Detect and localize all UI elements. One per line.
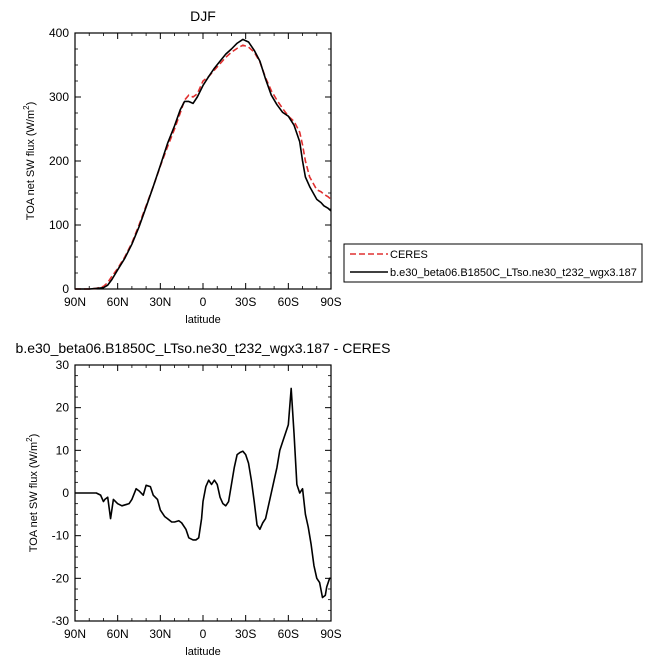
y-axis-label: TOA net SW flux (W/m2) (25, 434, 40, 553)
chart-title: b.e30_beta06.B1850C_LTso.ne30_t232_wgx3.… (16, 340, 391, 356)
y-axis-label-main: TOA net SW flux (W/m (28, 442, 40, 552)
x-tick-label: 90N (64, 295, 86, 309)
y-axis-label-tail: ) (25, 102, 37, 106)
x-axis-label: latitude (185, 646, 220, 658)
y-tick-label: 30 (56, 358, 70, 372)
y-axis-label-superscript: 2 (22, 105, 31, 110)
x-tick-label: 90N (64, 627, 86, 641)
x-tick-label: 0 (200, 627, 207, 641)
x-axis-label: latitude (185, 314, 220, 326)
y-tick-label: 10 (56, 443, 70, 457)
series-line-0 (75, 44, 332, 290)
y-axis-label: TOA net SW flux (W/m2) (22, 102, 37, 221)
series-line-0 (75, 387, 331, 599)
chart-title: DJF (190, 8, 216, 24)
y-axis-label-superscript: 2 (25, 437, 34, 442)
x-tick-label: 60S (278, 295, 299, 309)
y-tick-label: 200 (49, 154, 69, 168)
y-tick-label: 0 (62, 486, 69, 500)
y-tick-label: -10 (52, 529, 70, 543)
plot-frame (74, 32, 332, 290)
series-line-1 (75, 38, 332, 290)
y-tick-label: 100 (49, 218, 69, 232)
legend-label-0: CERES (390, 249, 428, 261)
y-tick-label: 400 (49, 26, 69, 40)
legend-box (343, 243, 643, 283)
x-tick-label: 60N (107, 627, 129, 641)
y-axis-label-main: TOA net SW flux (W/m (25, 110, 37, 220)
x-tick-label: 30N (149, 295, 171, 309)
x-tick-label: 60N (107, 295, 129, 309)
legend: CERES b.e30_beta06.B1850C_LTso.ne30_t232_… (343, 243, 643, 283)
y-axis-label-tail: ) (28, 434, 40, 438)
y-tick-label: 20 (56, 401, 70, 415)
x-tick-label: 90S (320, 627, 341, 641)
y-tick-label: 300 (49, 90, 69, 104)
x-tick-label: 90S (320, 295, 341, 309)
x-tick-label: 30S (235, 627, 256, 641)
y-tick-label: -20 (52, 571, 70, 585)
panel-bottom: b.e30_beta06.B1850C_LTso.ne30_t232_wgx3.… (16, 340, 391, 658)
legend-label-1: b.e30_beta06.B1850C_LTso.ne30_t232_wgx3.… (390, 267, 637, 279)
y-tick-label: -30 (52, 614, 70, 628)
x-tick-label: 30S (235, 295, 256, 309)
x-tick-label: 60S (278, 627, 299, 641)
x-tick-label: 0 (200, 295, 207, 309)
y-tick-label: 0 (62, 282, 69, 296)
x-tick-label: 30N (149, 627, 171, 641)
panel-top: DJF 90N 60N 30N 0 30S 60S 90S 0 100 200 300 400 latit… (22, 8, 342, 326)
